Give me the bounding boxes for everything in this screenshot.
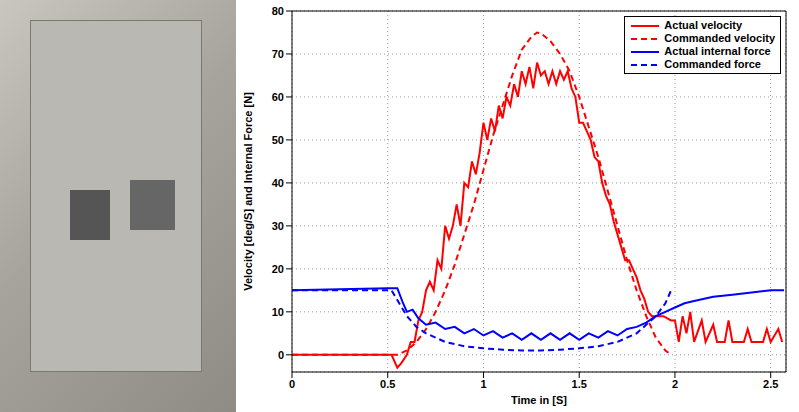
svg-text:0.5: 0.5	[380, 378, 395, 390]
svg-text:0: 0	[278, 349, 284, 361]
html-text:Commanded velocity: Commanded velocity	[664, 32, 775, 44]
html-text:Actual internal force: Actual internal force	[664, 45, 771, 57]
svg-text:80: 80	[272, 5, 284, 17]
svg-text:1.5: 1.5	[572, 378, 587, 390]
svg-text:40: 40	[272, 177, 284, 189]
html-text:Commanded force: Commanded force	[664, 58, 761, 70]
svg-text:2: 2	[672, 378, 678, 390]
svg-text:30: 30	[272, 220, 284, 232]
html-text:Actual velocity: Actual velocity	[664, 19, 742, 31]
svg-text:60: 60	[272, 91, 284, 103]
svg-text:Time in [S]: Time in [S]	[511, 394, 567, 406]
svg-text:0: 0	[289, 378, 295, 390]
svg-text:2.5: 2.5	[763, 378, 778, 390]
svg-text:10: 10	[272, 306, 284, 318]
svg-text:Velocity [deg/S] and Internal: Velocity [deg/S] and Internal Force [N]	[242, 92, 254, 291]
svg-text:70: 70	[272, 48, 284, 60]
svg-text:50: 50	[272, 134, 284, 146]
svg-text:20: 20	[272, 263, 284, 275]
svg-text:1: 1	[480, 378, 486, 390]
